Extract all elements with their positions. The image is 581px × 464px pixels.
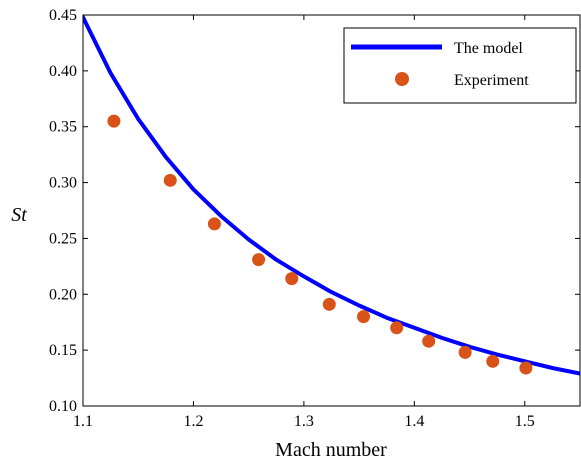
plot-frame — [82, 14, 581, 407]
model-curve-line — [83, 15, 580, 376]
experiment-point — [458, 345, 472, 359]
legend-box — [343, 27, 577, 104]
x-tick-label: 1.1 — [73, 413, 93, 430]
experiment-point — [252, 253, 266, 267]
experiment-point — [322, 297, 336, 311]
x-tick-label: 1.3 — [294, 413, 314, 430]
y-tick-label: 0.35 — [49, 119, 77, 136]
experiment-point — [107, 114, 121, 128]
experiment-point — [207, 217, 221, 231]
y-tick-label: 0.40 — [49, 63, 77, 80]
experiment-point — [422, 334, 436, 348]
legend-swatch-experiment — [395, 72, 409, 86]
y-tick-label: 0.30 — [49, 175, 77, 192]
experiment-point — [357, 310, 371, 324]
y-tick-label: 0.10 — [49, 398, 77, 415]
legend-label-model: The model — [454, 40, 523, 57]
experiment-point — [519, 361, 533, 375]
y-tick-label: 0.20 — [49, 286, 77, 303]
y-axis-label: St — [11, 204, 27, 226]
experiment-point — [486, 354, 500, 368]
experiment-point — [390, 321, 404, 335]
x-tick-label: 1.2 — [183, 413, 203, 430]
x-tick-label: 1.5 — [515, 413, 535, 430]
experiment-point — [285, 272, 299, 286]
x-tick-label: 1.4 — [404, 413, 424, 430]
experiment-point — [163, 173, 177, 187]
legend-label-experiment: Experiment — [454, 72, 529, 89]
y-tick-label: 0.25 — [49, 230, 77, 247]
y-tick-label: 0.15 — [49, 342, 77, 359]
legend: The model Experiment — [343, 27, 577, 104]
y-tick-label: 0.45 — [49, 7, 77, 24]
x-axis-label: Mach number — [275, 439, 387, 461]
